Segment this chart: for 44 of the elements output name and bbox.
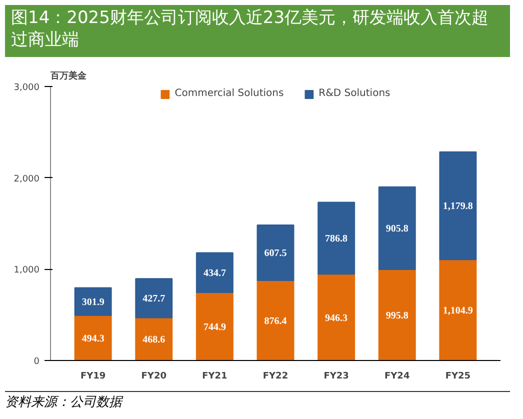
bar: [256, 280, 294, 360]
bar: [378, 269, 416, 360]
y-tick-label: 1,000: [14, 266, 40, 276]
y-tick-label: 2,000: [14, 174, 40, 184]
y-tick-label: 3,000: [14, 83, 40, 93]
data-label: 1,179.8: [442, 201, 473, 212]
data-label: 427.7: [142, 294, 166, 305]
data-label: 995.8: [386, 310, 408, 322]
chart-title: 图14：2025财年公司订阅收入近23亿美元，研发端收入首次超过商业端: [11, 7, 490, 52]
x-tick-label: FY20: [141, 372, 166, 382]
data-label: 607.5: [264, 248, 287, 260]
data-label: 744.9: [203, 322, 226, 333]
x-tick-label: FY21: [202, 372, 228, 382]
y-axis-title: 百万美金: [50, 70, 88, 82]
legend-label: R&D Solutions: [318, 88, 390, 99]
data-label: 301.9: [82, 297, 104, 308]
legend-label: Commercial Solutions: [174, 88, 284, 99]
bar: [196, 252, 234, 293]
data-label: 876.4: [264, 316, 287, 327]
bar: [256, 224, 294, 281]
data-label: 494.3: [82, 333, 104, 344]
data-label: 786.8: [325, 234, 348, 245]
bar: [74, 287, 112, 316]
bar: [439, 259, 477, 360]
data-label: 434.7: [203, 268, 226, 280]
data-label: 905.8: [386, 224, 408, 235]
data-label: 946.3: [325, 312, 348, 324]
bar: [378, 186, 416, 270]
x-tick-label: FY19: [80, 372, 106, 382]
x-tick-label: FY23: [324, 372, 349, 382]
text: 资料来源：公司数据: [5, 394, 122, 412]
bar: [135, 278, 173, 318]
bar: [135, 317, 173, 360]
y-tick-label: 0: [34, 357, 40, 367]
x-tick-label: FY24: [384, 372, 410, 382]
bar: [74, 314, 112, 360]
x-tick-label: FY25: [445, 372, 471, 382]
data-label: 1,104.9: [442, 306, 473, 317]
bar: [439, 151, 477, 260]
bar: [318, 274, 356, 360]
bar: [196, 292, 234, 360]
x-tick-label: FY22: [262, 372, 288, 382]
data-label: 468.6: [142, 334, 166, 346]
bar: [318, 202, 356, 275]
